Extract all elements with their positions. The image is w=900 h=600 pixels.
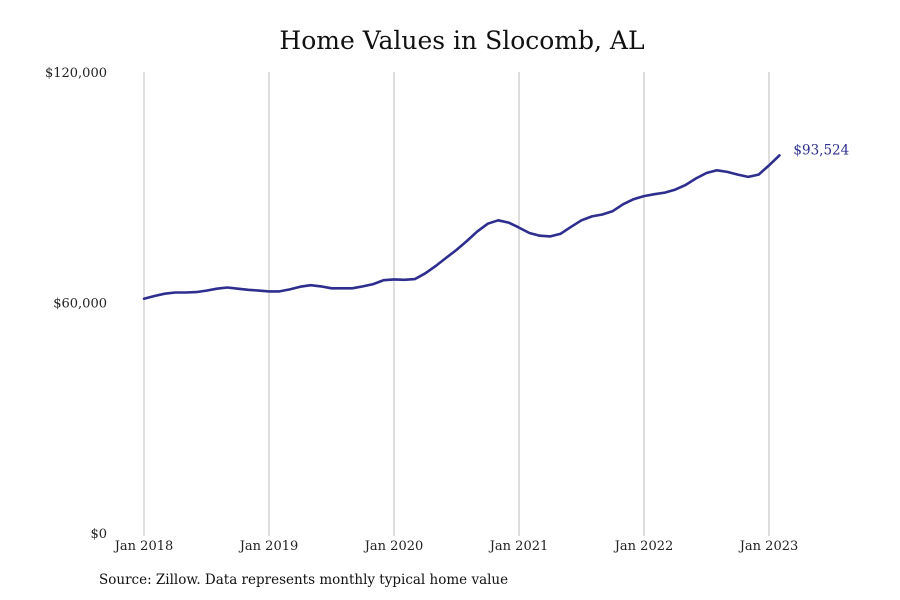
y-tick-label: $60,000 (53, 297, 107, 312)
y-tick-label: $0 (90, 527, 107, 542)
series-layer (142, 154, 781, 301)
chart-title: Home Values in Slocomb, AL (279, 26, 645, 55)
grid-lines (143, 72, 770, 536)
x-axis-ticks: Jan 2018 Jan 2019 Jan 2020 Jan 2021 Jan 2022… (113, 539, 799, 554)
y-tick-label: $120,000 (45, 66, 107, 81)
source-note: Source: Zillow. Data represents monthly … (99, 572, 509, 588)
x-tick-label: Jan 2018 (113, 539, 174, 554)
x-tick-label: Jan 2021 (488, 539, 549, 554)
x-tick-label: Jan 2022 (613, 539, 674, 554)
x-tick-label: Jan 2023 (738, 539, 799, 554)
x-tick-label: Jan 2020 (363, 539, 424, 554)
x-tick-label: Jan 2019 (238, 539, 299, 554)
end-label-layer: $93,524 (793, 142, 849, 158)
y-axis-ticks: $0 $60,000 $120,000 (45, 66, 107, 542)
end-value-label: $93,524 (793, 142, 849, 158)
series-line-0 (142, 154, 781, 301)
